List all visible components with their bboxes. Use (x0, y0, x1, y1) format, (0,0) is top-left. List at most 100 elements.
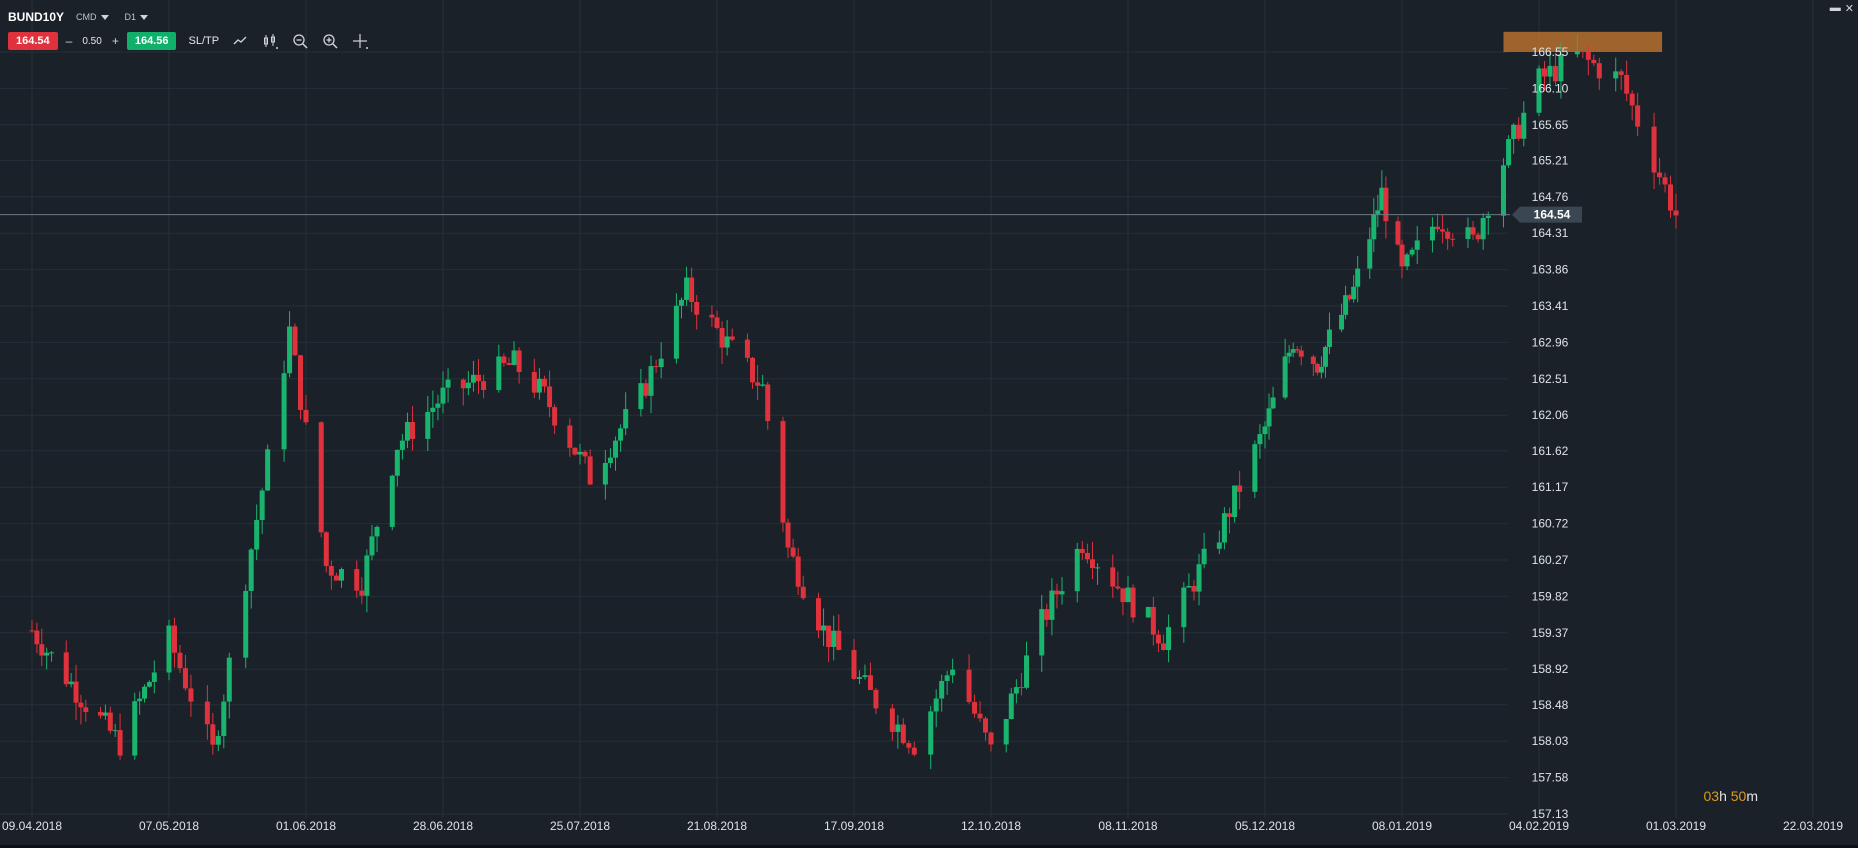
buy-button[interactable]: 164.56 (126, 32, 177, 50)
candle (440, 371, 446, 414)
candle (1216, 530, 1222, 554)
candle-body (983, 718, 989, 733)
candle-body (613, 440, 619, 458)
candle-body (1166, 627, 1172, 650)
candle (1252, 440, 1258, 498)
candle-body (815, 598, 821, 631)
x-axis: 09.04.2018 07.05.2018 01.06.2018 28.06.2018… (2, 819, 1843, 833)
candle (1262, 421, 1268, 449)
candle-body (1355, 268, 1361, 287)
candle (506, 357, 512, 366)
candle-body (821, 625, 827, 631)
candle (618, 424, 624, 452)
symbol-name[interactable]: BUND10Y (8, 10, 65, 24)
candle (1221, 507, 1227, 550)
candle-body (445, 379, 451, 388)
candle (137, 691, 143, 715)
candle (638, 368, 644, 417)
candle-body (1054, 590, 1060, 595)
candle (248, 547, 254, 609)
candle-body (1232, 485, 1238, 518)
candle-body (318, 422, 324, 533)
candle (298, 354, 304, 420)
candle (673, 293, 679, 364)
candle (1506, 135, 1512, 168)
candle-body (678, 299, 684, 306)
candle (1465, 217, 1471, 249)
candle-body (536, 378, 542, 393)
candle (1326, 312, 1332, 355)
candle-body (166, 625, 172, 673)
category-label: CMD (76, 12, 97, 22)
candle-body (107, 712, 113, 731)
candle-body (430, 407, 436, 413)
candle (63, 640, 69, 688)
candle-body (1409, 249, 1415, 255)
y-tick-label: 158.92 (1532, 662, 1569, 676)
line-chart-icon[interactable] (231, 32, 249, 50)
volume-increase-button[interactable]: + (111, 34, 119, 48)
candle (374, 525, 380, 553)
volume-decrease-button[interactable]: – (65, 34, 73, 48)
volume-input[interactable]: 0.50 (82, 35, 102, 47)
candle (744, 333, 750, 363)
candle-body (151, 672, 157, 682)
candles-series (29, 34, 1679, 770)
candle (613, 436, 619, 471)
candle (552, 404, 558, 435)
candle-body (567, 425, 573, 448)
category-dropdown[interactable]: CMD (72, 10, 113, 24)
candle-body (1216, 542, 1222, 549)
candle (1629, 90, 1635, 121)
zoom-in-icon[interactable] (321, 32, 339, 50)
candle-body (68, 681, 74, 685)
zoom-out-icon[interactable] (291, 32, 309, 50)
x-tick-label: 28.06.2018 (413, 819, 473, 833)
candle-body (1191, 585, 1197, 592)
candle-body (1635, 105, 1641, 127)
candle (369, 525, 375, 561)
candle (303, 394, 309, 425)
candle (1445, 228, 1451, 250)
candle-body (988, 732, 994, 745)
candle-body (63, 652, 69, 685)
minimize-icon[interactable]: ▬ (1829, 2, 1841, 14)
candle-body (1257, 434, 1263, 445)
candle (39, 628, 45, 667)
close-icon[interactable]: ✕ (1844, 3, 1854, 15)
candle-body (944, 675, 950, 681)
candle-body (724, 336, 730, 348)
candle-body (873, 689, 879, 709)
candle-body (1044, 609, 1050, 620)
candle-body (1339, 314, 1345, 330)
y-tick-label: 166.55 (1532, 45, 1569, 59)
sell-button[interactable]: 164.54 (8, 32, 58, 50)
candle (1286, 344, 1292, 364)
candle (243, 584, 249, 669)
candle-body (496, 356, 502, 390)
candle (972, 694, 978, 718)
candle-body (49, 652, 55, 654)
sltp-button[interactable]: SL/TP (188, 35, 220, 47)
candle (188, 674, 194, 717)
candle-body (1226, 513, 1232, 518)
timeframe-dropdown[interactable]: D1 (121, 10, 153, 24)
current-price-label: 164.54 (1534, 208, 1571, 222)
candle (831, 615, 837, 661)
candles-icon[interactable] (261, 32, 279, 50)
resistance-zone[interactable] (1503, 31, 1663, 52)
candle (1166, 614, 1172, 663)
y-tick-label: 161.62 (1532, 444, 1569, 458)
candle (364, 549, 370, 613)
candle (1024, 641, 1030, 690)
candle-body (1475, 234, 1481, 240)
candle-body (1318, 366, 1324, 373)
candle (729, 328, 735, 342)
candle (1547, 51, 1553, 89)
candle (1059, 577, 1065, 605)
candle-body (1445, 231, 1451, 239)
crosshair-icon[interactable] (351, 32, 369, 50)
candle-body (719, 327, 725, 348)
candle-body (1270, 397, 1276, 409)
